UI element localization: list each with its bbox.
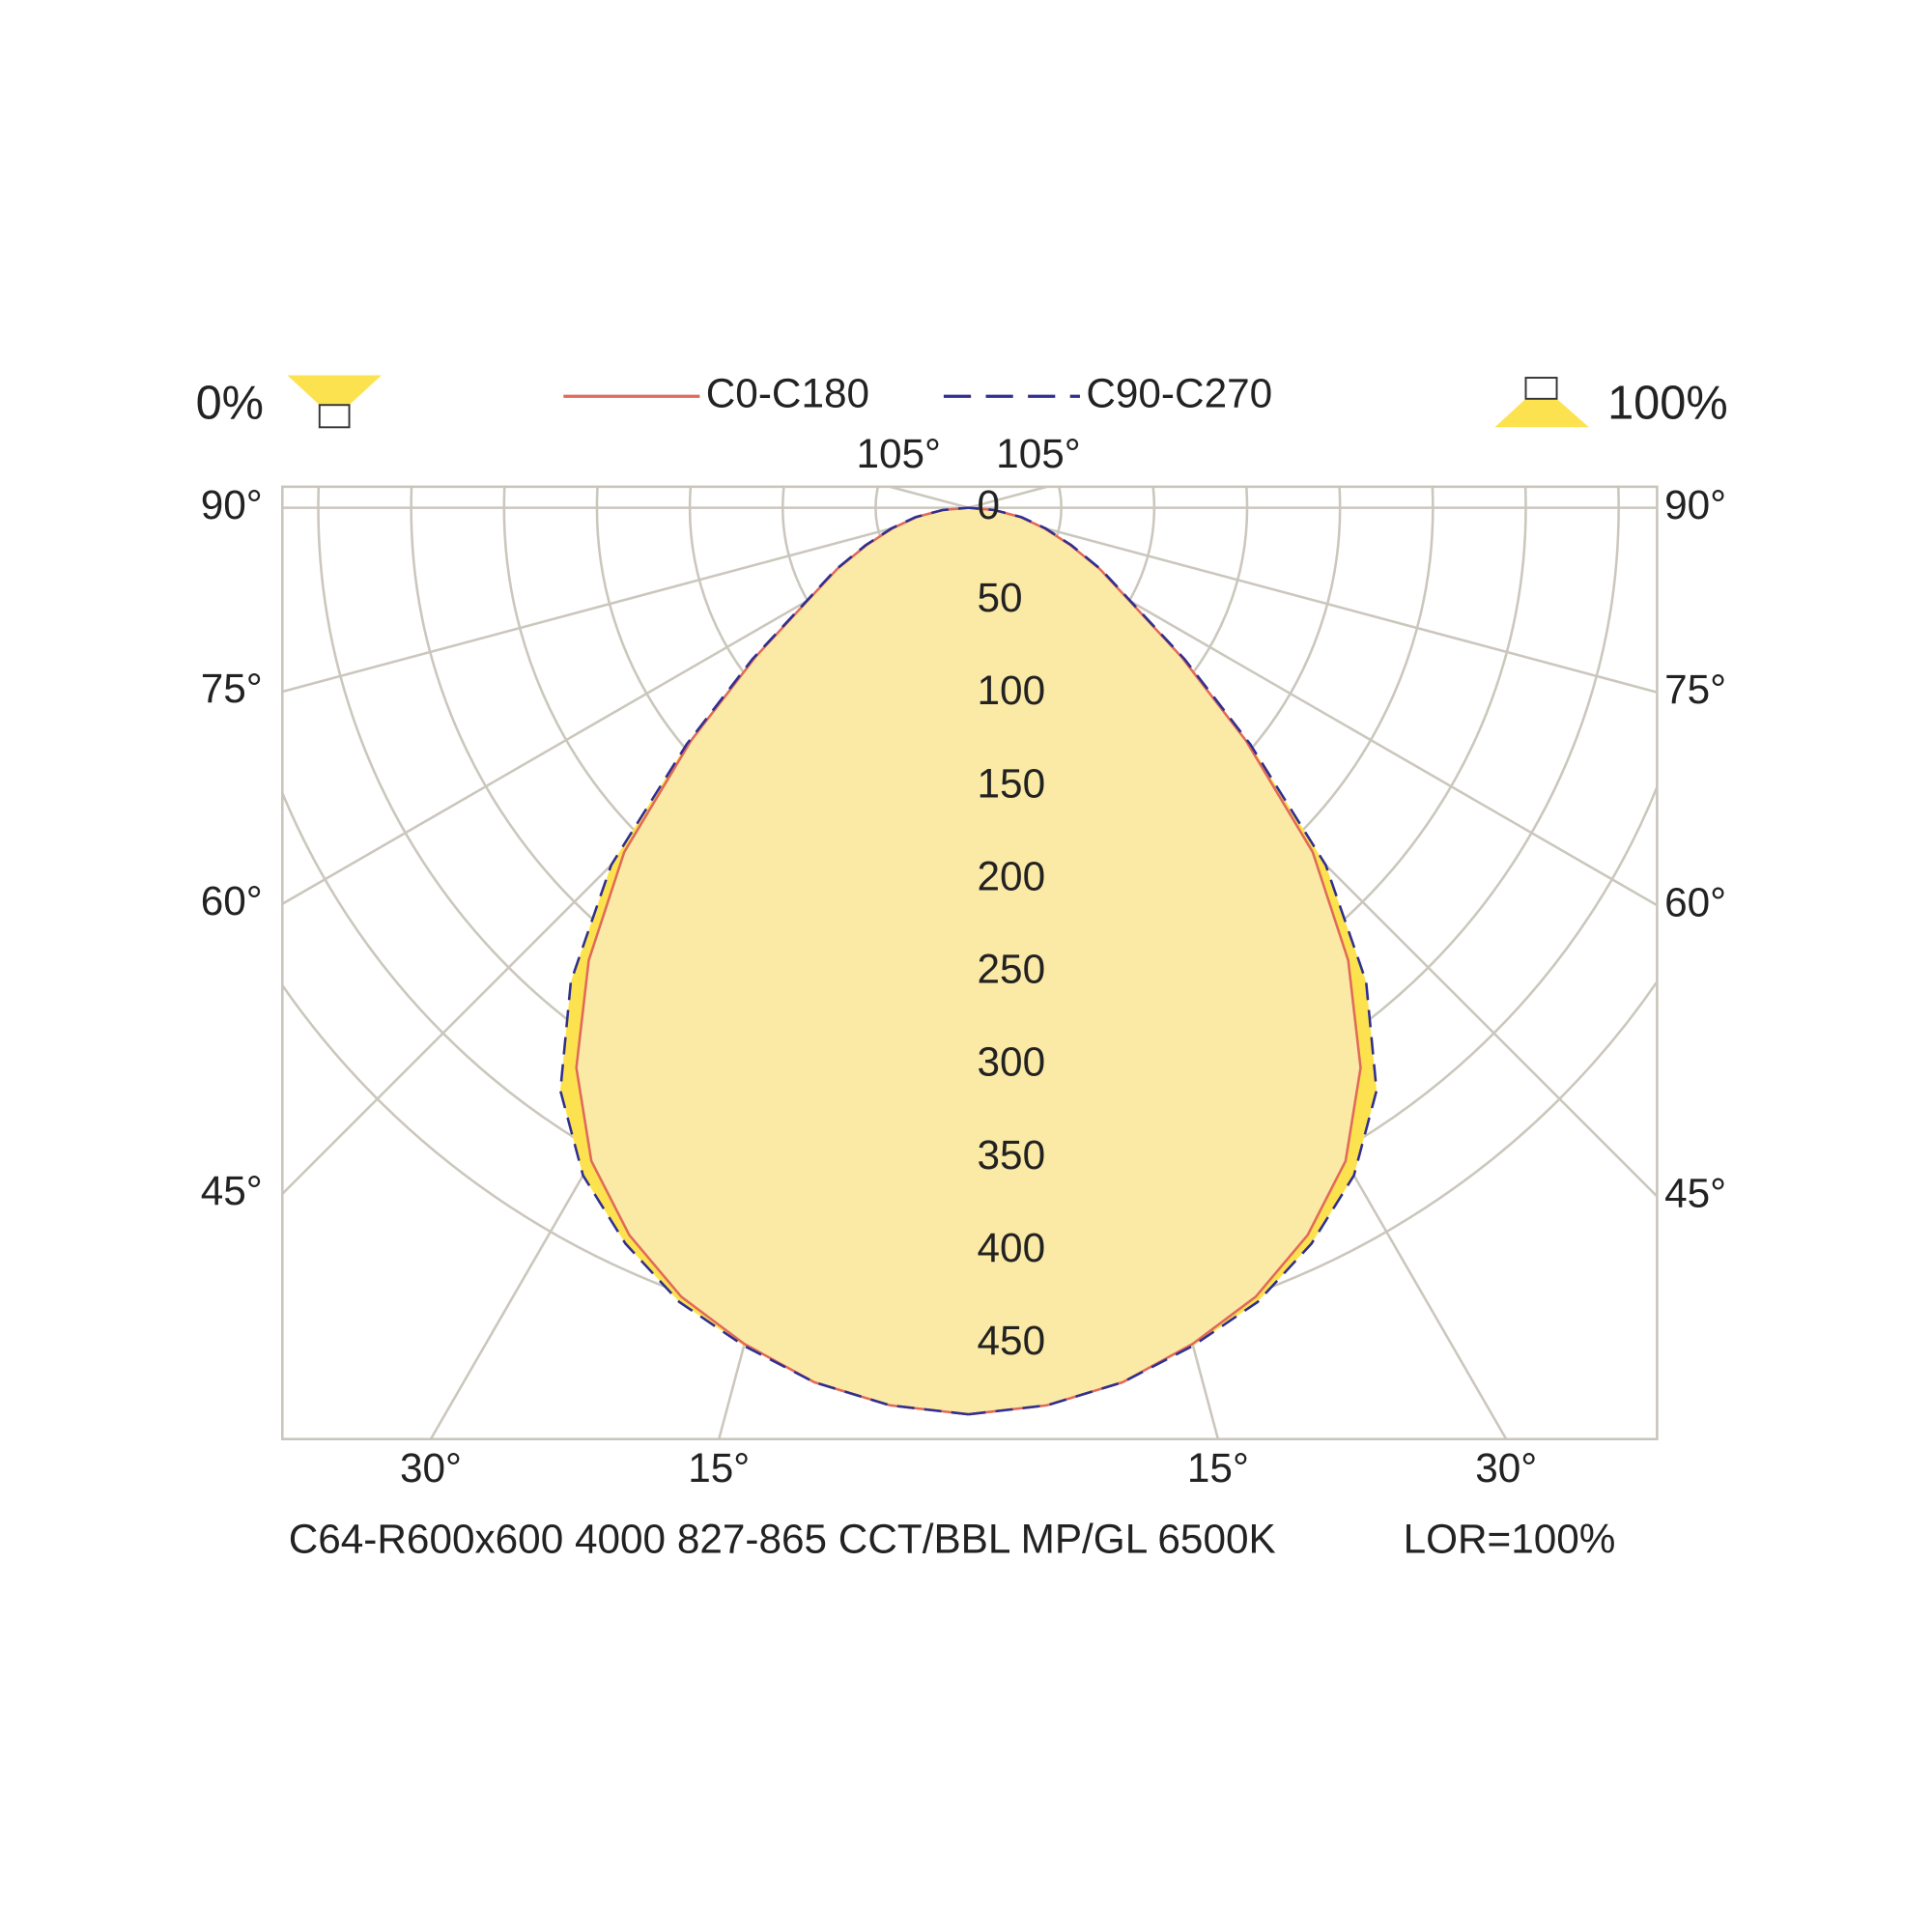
plot-frame — [281, 485, 1659, 1441]
angle-tick-label: 45° — [201, 1168, 263, 1213]
angle-tick-label: 30° — [400, 1445, 462, 1491]
icon-box — [318, 404, 351, 429]
angle-tick-label: 90° — [1664, 482, 1726, 527]
footer: C64-R600x600 4000 827-865 CCT/BBL MP/GL … — [289, 1516, 1276, 1561]
angle-tick-label: 60° — [1664, 879, 1726, 924]
legend-percent: 100% — [1607, 377, 1728, 429]
r-tick-label: 50 — [978, 575, 1023, 620]
angle-tick-label: 75° — [201, 666, 263, 711]
icon-box — [1524, 377, 1558, 400]
angle-tick-label: 105° — [856, 431, 941, 476]
intensity-curve — [558, 506, 969, 1416]
lor: LOR=100% — [1404, 1516, 1616, 1561]
grid-ray — [968, 486, 1048, 509]
angle-tick-label: 15° — [1187, 1445, 1249, 1491]
r-tick-label: 450 — [978, 1318, 1046, 1363]
r-tick-label: 100 — [978, 668, 1046, 713]
grid-ray — [889, 486, 969, 509]
icon-downlight — [287, 375, 382, 406]
r-tick-label: 250 — [978, 947, 1046, 992]
r-tick-label: 150 — [978, 760, 1046, 806]
r-tick-label: 200 — [978, 853, 1046, 898]
grid-ray — [282, 506, 969, 694]
r-tick-label: 0 — [978, 482, 1001, 527]
legend-label: C90-C270 — [1086, 370, 1272, 415]
labels: 0 50 100 150 200 250 300 350 400 450 15° 15° 30° 30° 4… — [201, 370, 1726, 1491]
legend-label: C0-C180 — [706, 370, 869, 415]
angle-tick-label: 90° — [201, 482, 263, 527]
r-tick-label: 350 — [978, 1132, 1046, 1178]
angle-tick-label: 60° — [201, 878, 263, 923]
angle-tick-label: 75° — [1664, 667, 1726, 712]
intensity-curve — [968, 506, 1378, 1416]
curves — [558, 506, 1378, 1416]
r-tick-label: 400 — [978, 1225, 1046, 1270]
angle-tick-label: 30° — [1475, 1445, 1537, 1491]
angle-tick-label: 105° — [996, 431, 1081, 476]
intensity-area — [576, 507, 1361, 1415]
r-tick-label: 300 — [978, 1039, 1046, 1085]
legend-percent: 0% — [196, 377, 264, 429]
angle-tick-label: 15° — [688, 1445, 750, 1491]
angle-tick-label: 45° — [1664, 1171, 1726, 1216]
icon-uplight — [1494, 398, 1589, 428]
grid-ray — [968, 506, 1658, 694]
